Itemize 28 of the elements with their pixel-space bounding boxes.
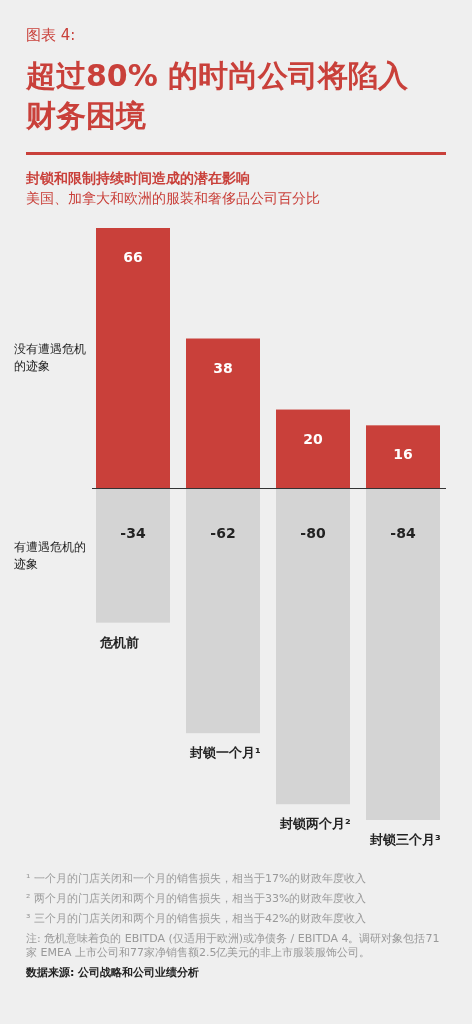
data-label: -84 [390,525,416,542]
x-tick-label: 危机前 [99,634,139,650]
bar [366,425,440,489]
x-tick-label: 封锁两个月² [279,816,351,832]
header: 图表 4: [26,26,77,45]
bar [186,488,260,734]
data-label: -34 [120,525,146,542]
bar [276,409,350,489]
data-label: 16 [393,446,413,463]
bar [96,228,170,489]
bar [276,488,350,805]
ylabel: 美国、加拿大和欧洲的服装和奢侈品公司百分比 [26,190,321,208]
annotation: 注: 危机意味着负的 EBITDA (仅适用于欧洲)或净债务 / EBITDA 4。调研对象包括71家 EMEA 上市公司和77家净销售额2.5亿美元的非上市服装服饰公司。 [26,932,441,960]
bar [96,488,170,623]
data-label: 66 [123,249,143,265]
x-tick-label: 封锁一个月¹ [189,745,261,761]
data-label: 38 [213,359,233,376]
x-tick-label: 封锁三个月³ [369,832,441,847]
data-label: -62 [210,525,236,542]
data-label: -80 [300,525,326,542]
bar [186,338,260,489]
data-label: 20 [303,430,323,447]
title: 超过80% 的时尚公司将陷入财务困境 [26,57,410,135]
annotation: ² 两个月的门店关闭和两个月的销售损失，相当于33%的财政年度收入 [26,892,368,906]
bar [366,488,440,820]
annotation: ¹ 一个月的门店关闭和一个月的销售损失，相当于17%的财政年度收入 [26,872,368,886]
subtitle: 封锁和限制持续时间造成的潜在影响 [26,170,251,188]
annotation: 数据来源: 公司战略和公司业绩分析 [26,966,201,980]
